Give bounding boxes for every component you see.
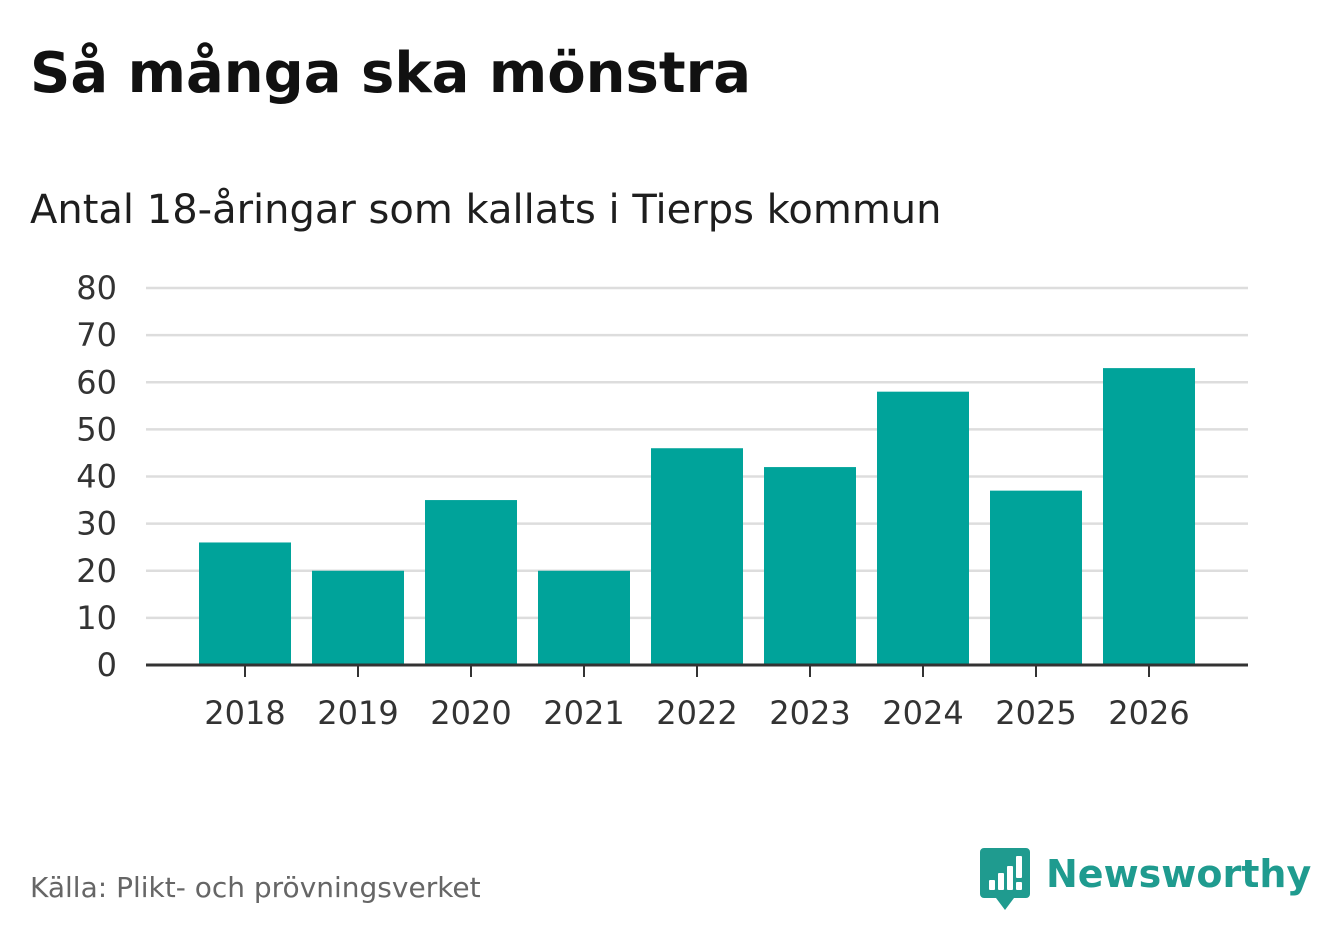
chart-title: Så många ska mönstra (30, 41, 752, 106)
x-tick-label: 2018 (204, 694, 285, 732)
newsworthy-logo[interactable]: Newsworthy (980, 848, 1311, 912)
newsworthy-logo-text: Newsworthy (1046, 852, 1312, 896)
y-tick-label: 10 (76, 599, 117, 637)
x-tick-label: 2021 (543, 694, 624, 732)
bar-2024[interactable] (877, 391, 969, 665)
y-axis-tick-labels: 0 10 20 30 40 50 60 70 80 (76, 269, 117, 684)
x-tick-label: 2020 (430, 694, 511, 732)
source-note: Källa: Plikt- och prövningsverket (30, 871, 481, 904)
bar-2026[interactable] (1103, 368, 1195, 665)
bar-2020[interactable] (425, 500, 517, 665)
bar-2018[interactable] (199, 542, 291, 665)
y-tick-label: 50 (76, 410, 117, 448)
x-tick-label: 2025 (995, 694, 1076, 732)
x-tick-label: 2022 (656, 694, 737, 732)
y-tick-label: 20 (76, 552, 117, 590)
x-tick-label: 2019 (317, 694, 398, 732)
x-tick-label: 2024 (882, 694, 963, 732)
bar-2022[interactable] (651, 448, 743, 665)
y-tick-label: 80 (76, 269, 117, 307)
x-axis-ticks: 2018 2019 2020 2021 2022 2023 2024 2025 2026 (204, 665, 1190, 732)
bars (199, 368, 1195, 665)
bar-2019[interactable] (312, 570, 404, 665)
y-tick-label: 60 (76, 363, 117, 401)
x-tick-label: 2026 (1108, 694, 1189, 732)
y-tick-label: 0 (97, 646, 117, 684)
bar-2021[interactable] (538, 570, 630, 665)
newsworthy-logo-icon (980, 848, 1030, 910)
bar-2023[interactable] (764, 467, 856, 665)
bar-2025[interactable] (990, 490, 1082, 665)
y-tick-label: 70 (76, 316, 117, 354)
y-tick-label: 30 (76, 505, 117, 543)
chart-subtitle: Antal 18-åringar som kallats i Tierps ko… (30, 187, 942, 233)
y-tick-label: 40 (76, 458, 117, 496)
x-tick-label: 2023 (769, 694, 850, 732)
